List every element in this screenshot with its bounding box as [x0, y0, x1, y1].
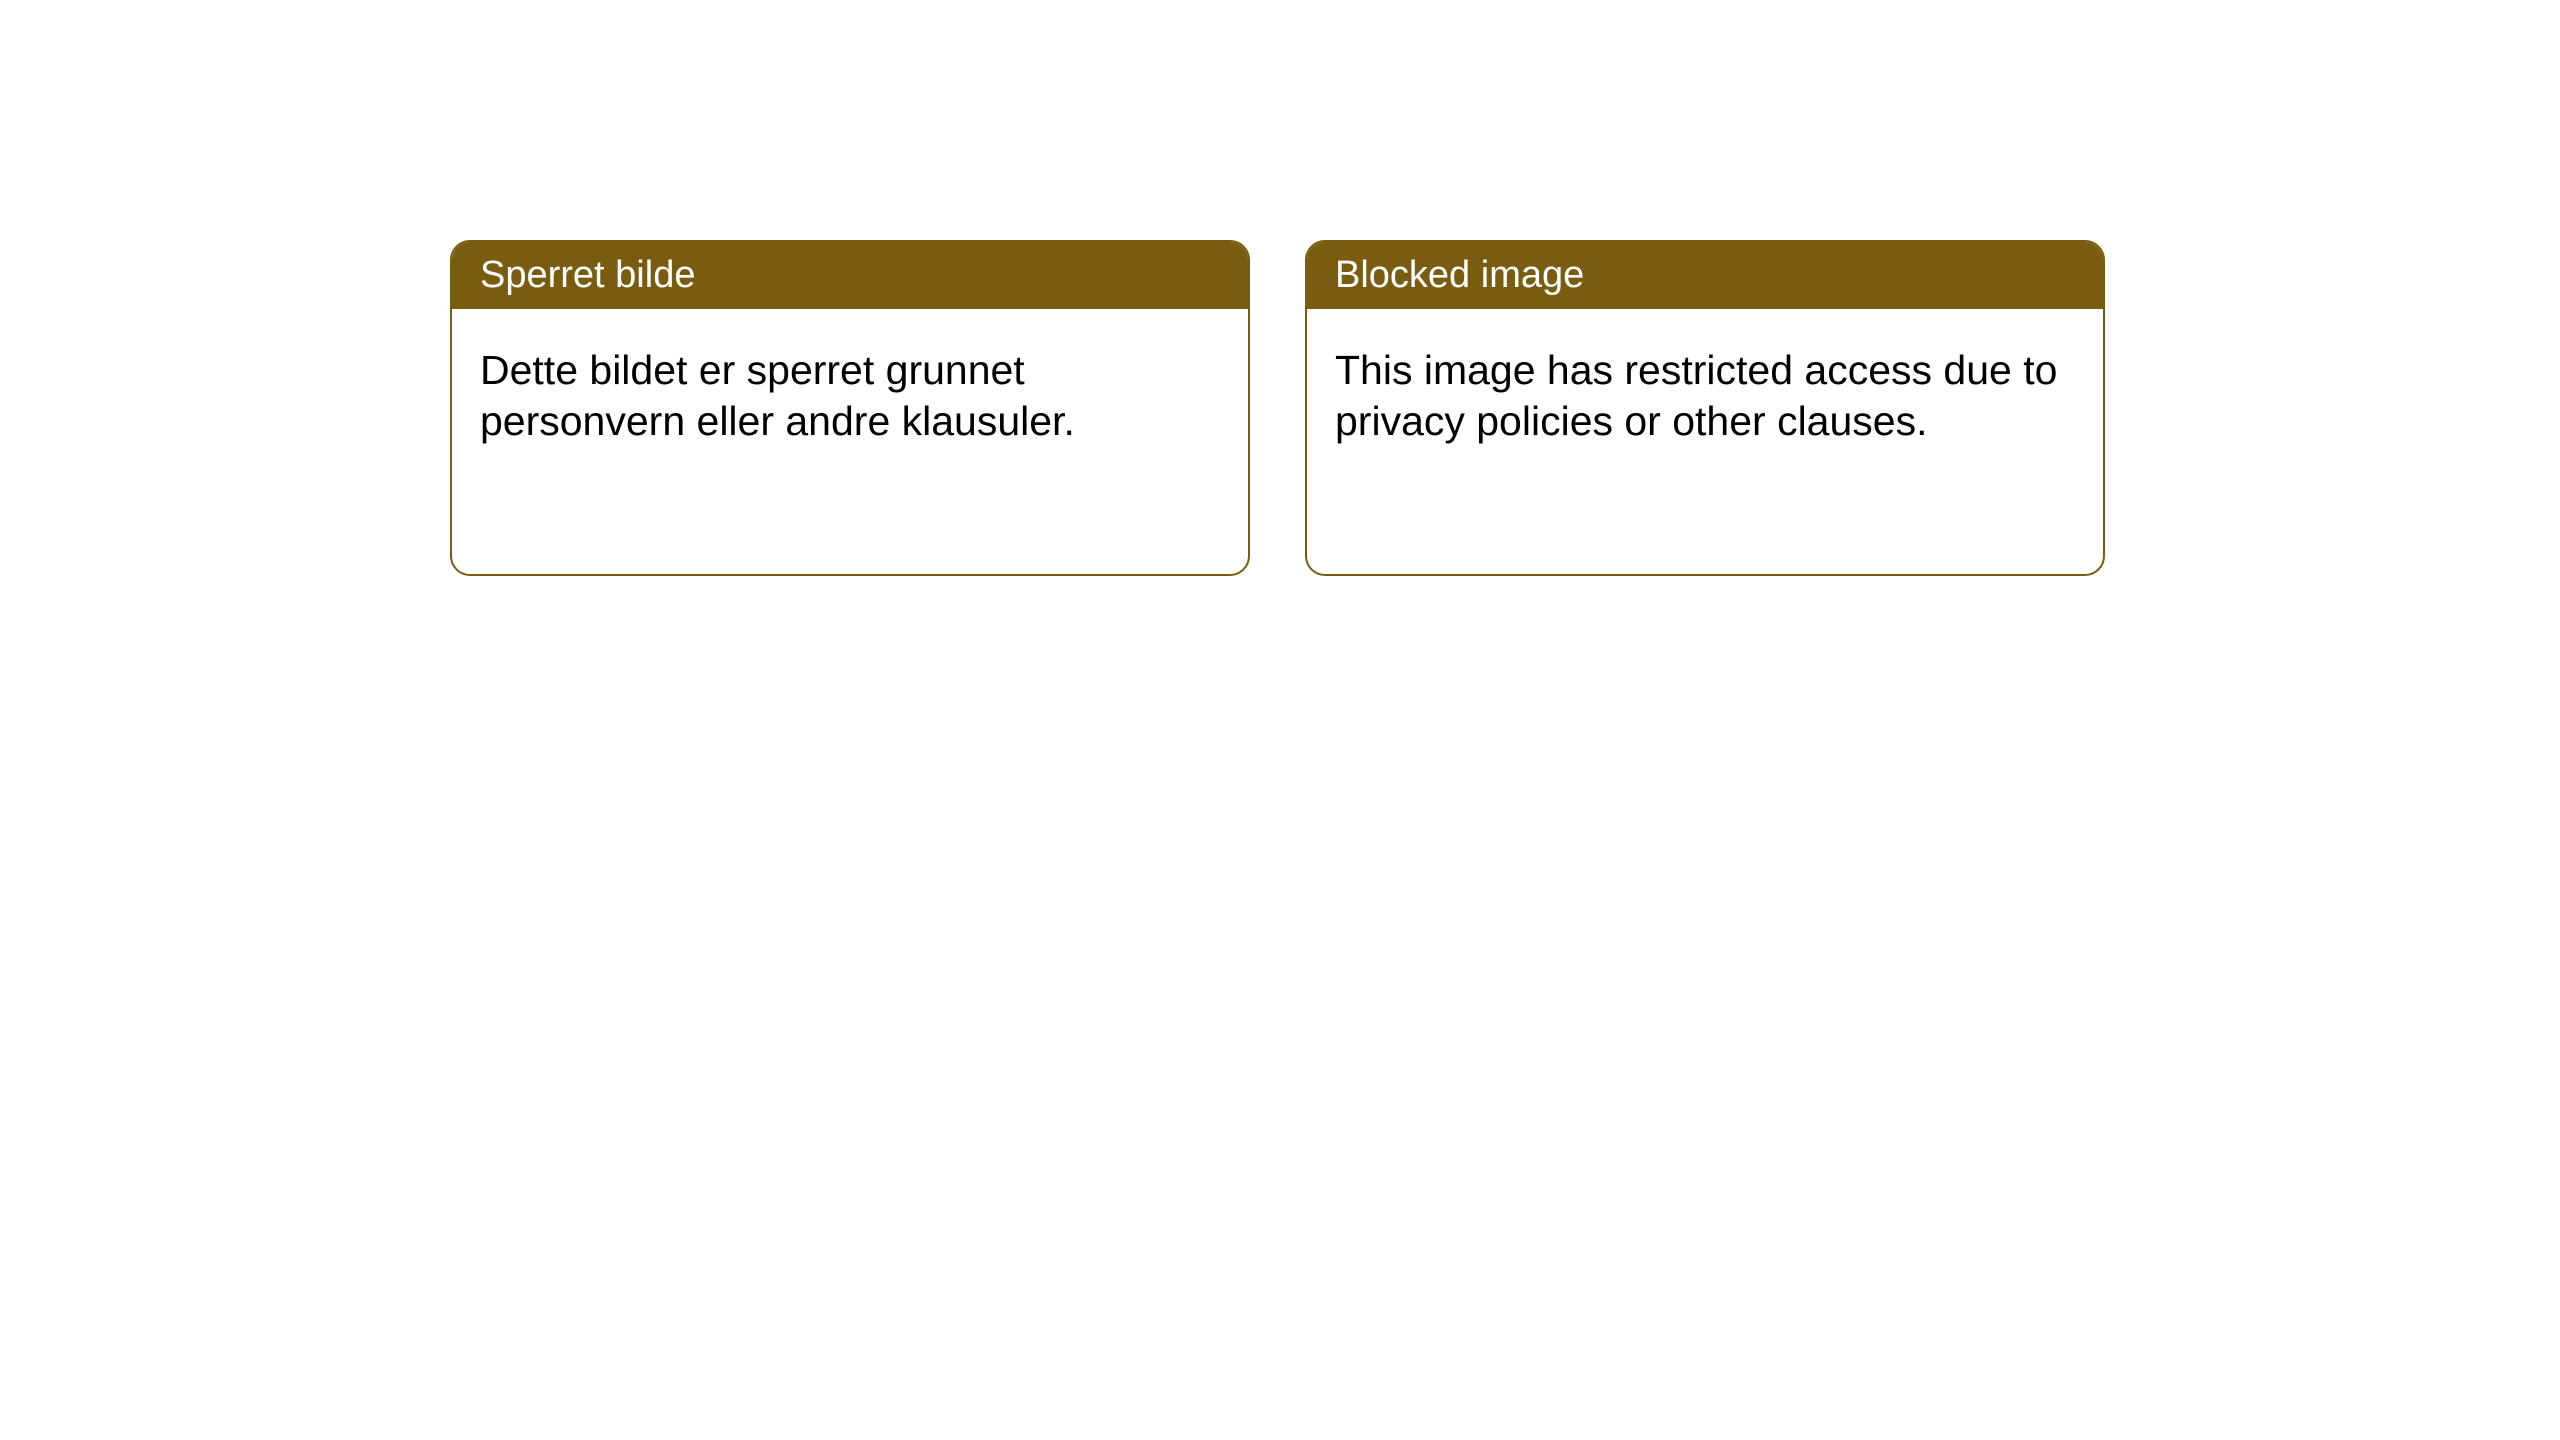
notice-card-english: Blocked image This image has restricted …: [1305, 240, 2105, 576]
notice-card-header: Sperret bilde: [452, 242, 1248, 309]
notice-card-body: This image has restricted access due to …: [1307, 309, 2103, 484]
notice-card-norwegian: Sperret bilde Dette bildet er sperret gr…: [450, 240, 1250, 576]
notice-card-header: Blocked image: [1307, 242, 2103, 309]
notice-card-body: Dette bildet er sperret grunnet personve…: [452, 309, 1248, 484]
notice-cards-container: Sperret bilde Dette bildet er sperret gr…: [0, 0, 2560, 576]
